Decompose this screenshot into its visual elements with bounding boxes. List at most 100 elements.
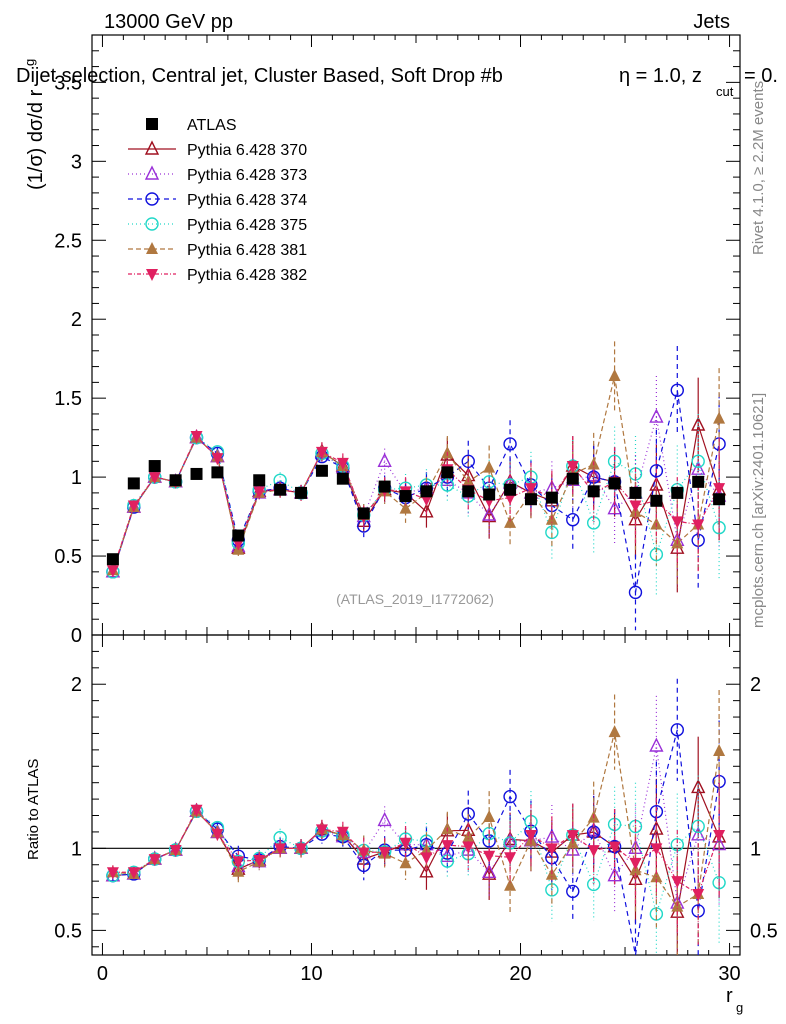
ratio-point (649, 737, 664, 752)
series-line (112, 416, 720, 573)
ratio-point (295, 843, 308, 856)
ratio-point (378, 846, 391, 859)
selection-title-tail: η = 1.0, z (619, 65, 702, 87)
ratio-series-line (112, 808, 720, 895)
legend-marker (146, 118, 158, 130)
ratio-point (253, 855, 266, 868)
data-point (253, 474, 266, 487)
xlabel: r (726, 985, 733, 1007)
ratio-y-tick-label-right: 0.5 (750, 920, 778, 942)
zcut-tail: = 0. (744, 65, 778, 87)
ratio-point (211, 828, 224, 841)
series-atlas (106, 460, 726, 566)
data-point (545, 491, 558, 504)
data-point (336, 457, 349, 470)
ratio-point (357, 847, 370, 860)
data-point (253, 486, 266, 499)
ratio-point (544, 828, 560, 843)
data-point (190, 431, 203, 444)
svg-text:(1/σ) dσ/d r: (1/σ) dσ/d r (25, 89, 47, 190)
selection-title: Dijet selection, Central jet, Cluster Ba… (16, 65, 503, 87)
xlabel-subscript: g (736, 1000, 743, 1015)
ratio-point (399, 856, 412, 869)
ratio-point (106, 867, 119, 880)
ratio-point (399, 837, 412, 850)
data-point (399, 490, 412, 503)
data-point (378, 480, 391, 493)
data-point (649, 408, 664, 423)
series-pythia-6-428-382 (106, 429, 726, 945)
ratio-y-tick-label-right: 1 (750, 838, 761, 860)
legend-label: ATLAS (187, 117, 237, 134)
legend-marker (144, 165, 160, 180)
series-line (112, 375, 720, 571)
data-point (357, 507, 370, 520)
ratio-point (607, 867, 622, 882)
series-line (112, 390, 720, 593)
legend-entry: Pythia 6.428 382 (128, 267, 307, 284)
series-line (112, 436, 720, 573)
legend-marker (144, 140, 160, 155)
ratio-point (608, 841, 621, 854)
ratio-point (190, 804, 203, 817)
ratio-point (441, 840, 454, 853)
data-point (211, 453, 224, 466)
data-point (169, 474, 182, 487)
legend-marker (146, 242, 158, 254)
ratio-point (148, 854, 161, 867)
ratio-y-tick-label-left: 2 (71, 674, 82, 696)
top-y-tick-label: 2 (71, 309, 82, 331)
legend-label: Pythia 6.428 381 (187, 242, 307, 259)
data-point (441, 466, 454, 479)
legend-label: Pythia 6.428 382 (187, 267, 307, 284)
legend-entry: Pythia 6.428 370 (128, 140, 307, 159)
top-ylabel: (1/σ) dσ/d r g (22, 59, 47, 190)
ratio-point (503, 789, 517, 804)
ratio-point (483, 850, 496, 863)
top-y-tick-label: 3.5 (54, 72, 82, 94)
ratio-point (274, 843, 287, 856)
legend-marker (145, 217, 159, 231)
ratio-point (586, 823, 601, 838)
legend-label: Pythia 6.428 374 (187, 192, 307, 209)
data-point (628, 585, 643, 600)
data-point (692, 475, 705, 488)
series-pythia-6-428-373 (105, 376, 727, 955)
data-point (419, 503, 434, 518)
data-point (399, 501, 412, 514)
x-tick-label: 10 (300, 963, 322, 985)
legend: ATLAS Pythia 6.428 370 Pythia 6.428 373 Pyt… (128, 117, 307, 284)
legend-entry: ATLAS (146, 117, 237, 134)
data-point (671, 516, 684, 529)
ratio-point (169, 845, 182, 858)
top-y-tick-label: 3 (71, 151, 82, 173)
ratio-point (566, 830, 579, 843)
data-point (670, 383, 684, 397)
data-point (649, 464, 664, 478)
x-tick-label: 30 (718, 963, 740, 985)
data-point (713, 411, 726, 424)
top-y-tick-label: 0.5 (54, 546, 82, 568)
ratio-point (127, 867, 140, 880)
top-y-tick-label: 0 (71, 625, 82, 647)
svg-text:g: g (22, 59, 37, 66)
data-point (483, 488, 496, 501)
ratio-point (671, 876, 684, 889)
data-point (127, 500, 140, 513)
ratio-point (419, 863, 434, 878)
ratio-point (504, 852, 517, 865)
zcut-subscript: cut (716, 84, 734, 99)
x-tick-label: 20 (509, 963, 531, 985)
ratio-series-line (112, 731, 720, 908)
data-point (483, 460, 496, 473)
ratio-point (483, 809, 496, 822)
legend-entry: Pythia 6.428 375 (128, 217, 307, 234)
legend-label: Pythia 6.428 370 (187, 142, 307, 159)
ratio-point (566, 884, 580, 899)
data-point (461, 454, 475, 469)
ratio-point (336, 826, 349, 839)
data-point (106, 553, 119, 566)
ratio-point (462, 841, 475, 854)
legend-marker (145, 192, 159, 206)
